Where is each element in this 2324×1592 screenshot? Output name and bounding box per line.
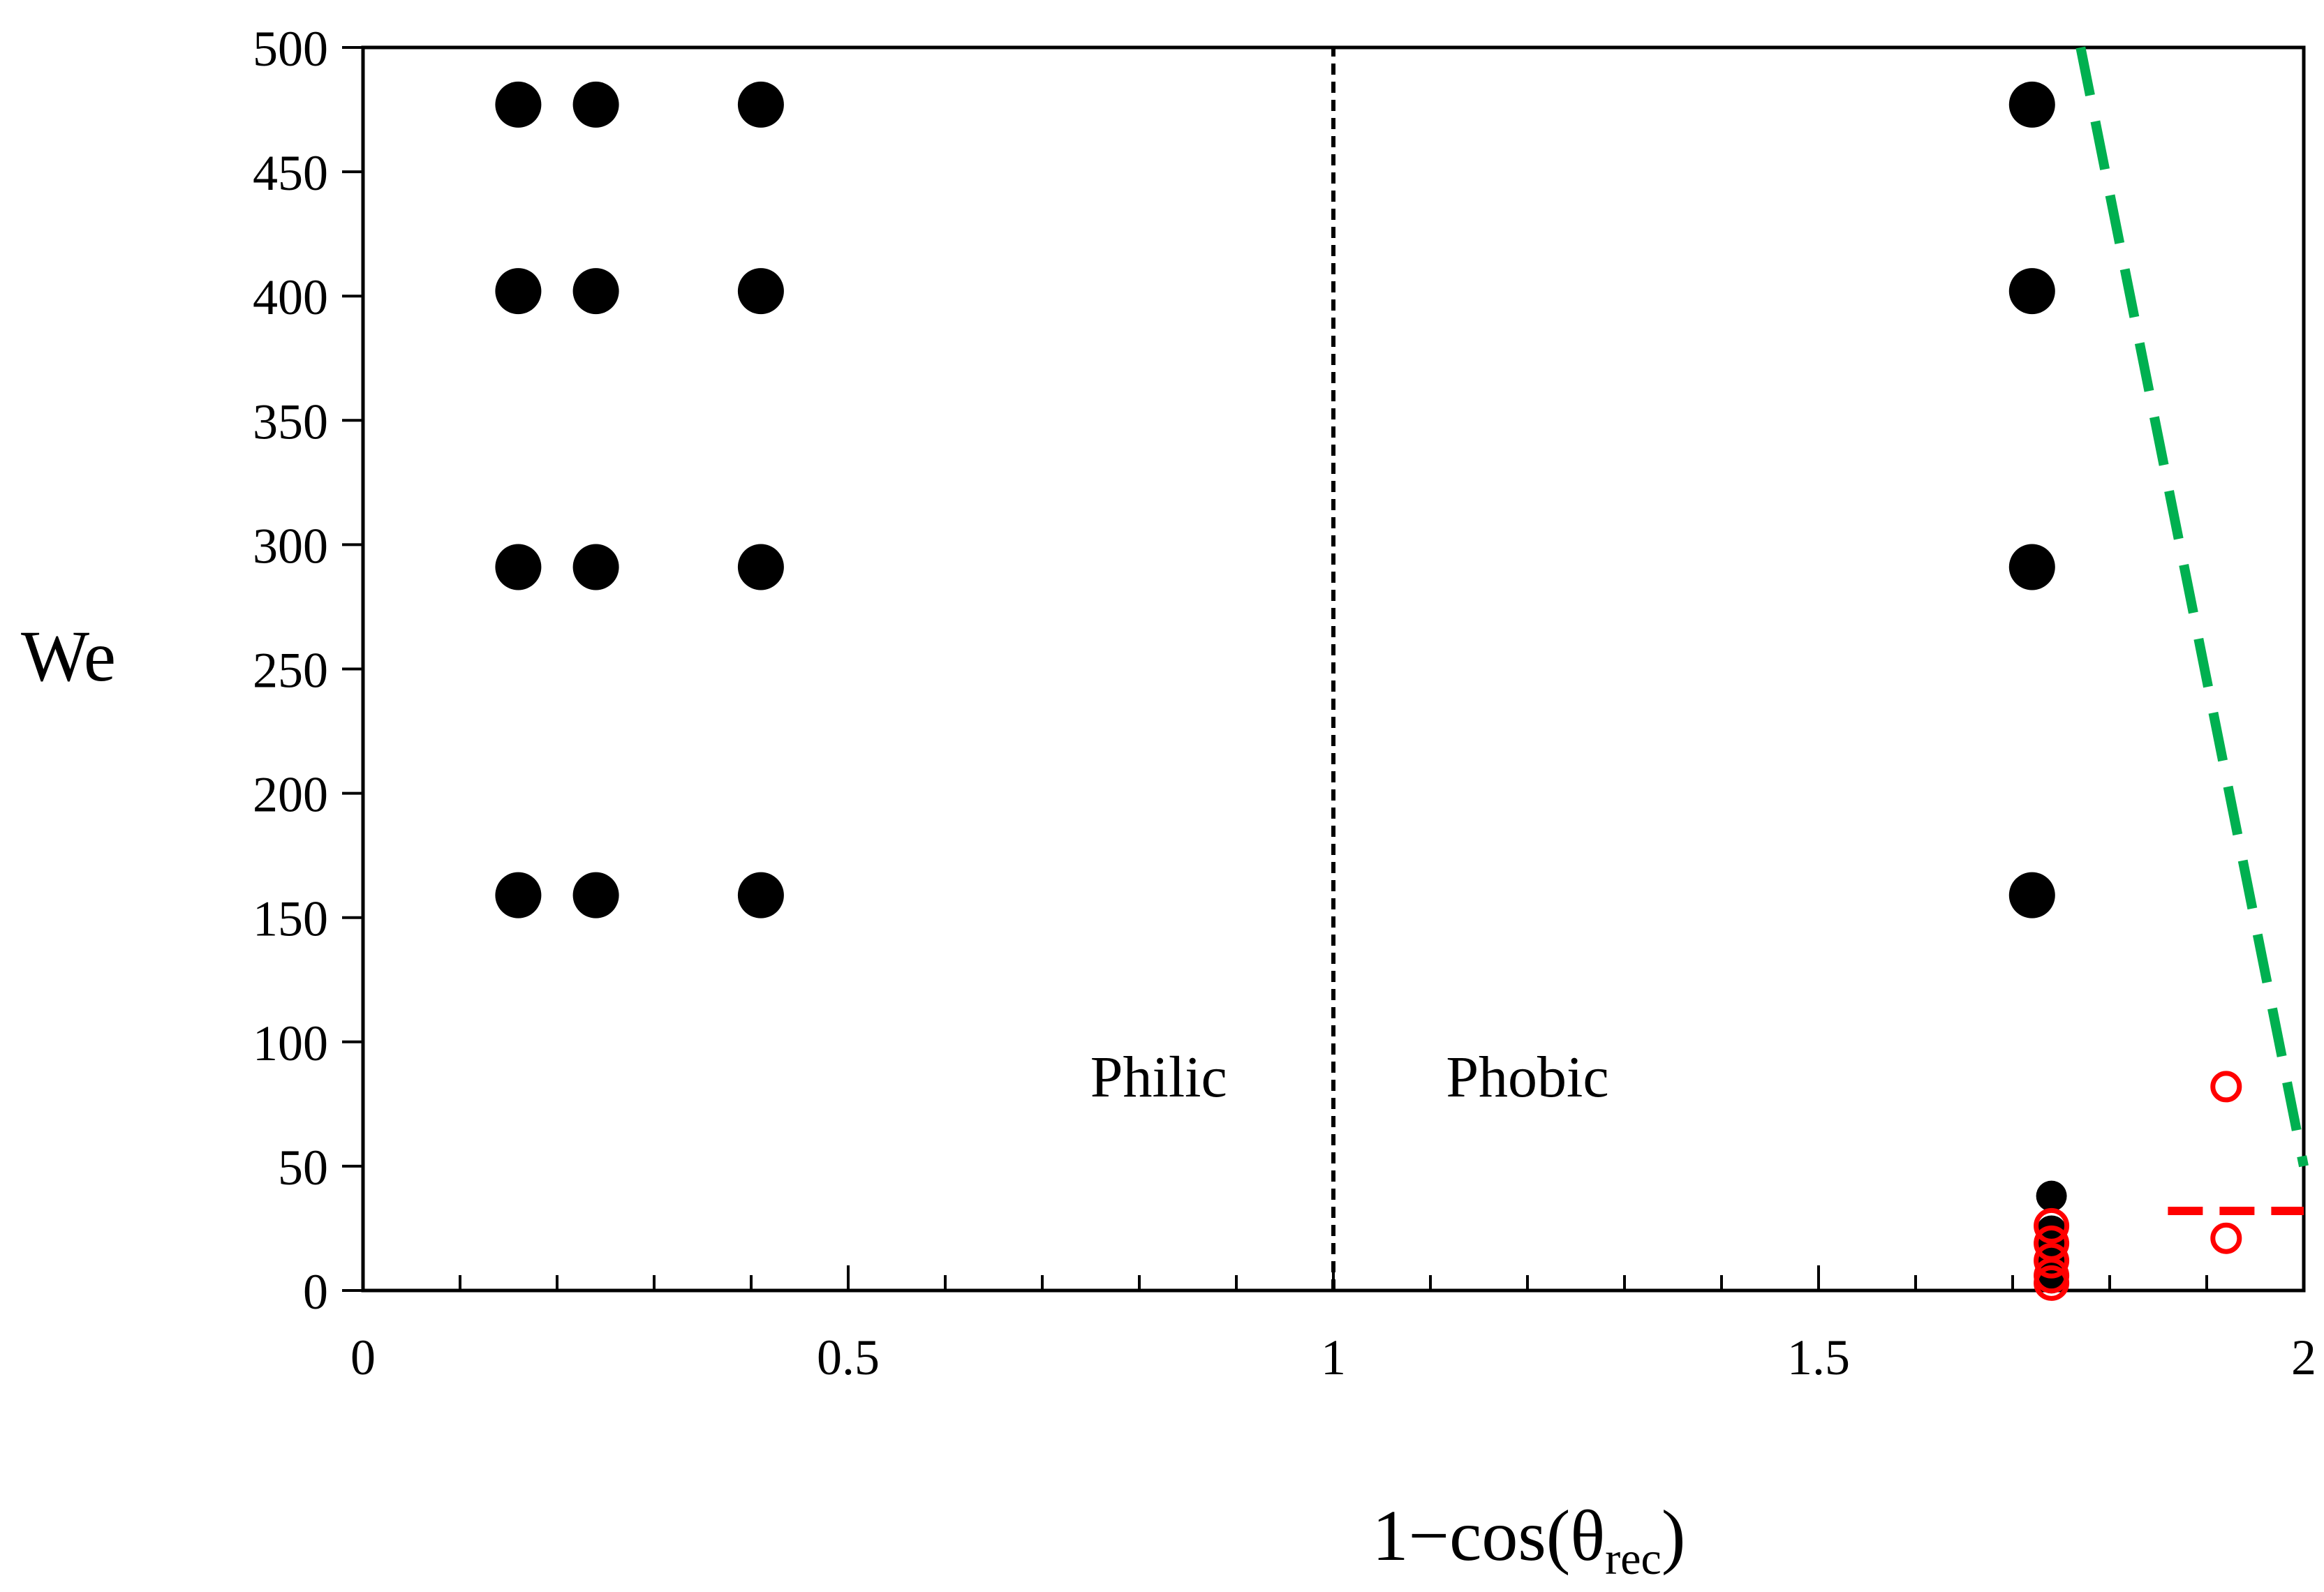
filled-data-point bbox=[2036, 1180, 2067, 1212]
x-tick-label: 2 bbox=[2291, 1330, 2316, 1385]
y-tick-label: 250 bbox=[253, 643, 328, 699]
open-data-point bbox=[2034, 1265, 2070, 1301]
y-axis-title: We bbox=[21, 616, 116, 697]
filled-data-point bbox=[2008, 872, 2055, 918]
open-data-point bbox=[2210, 1222, 2242, 1254]
filled-data-point bbox=[2008, 81, 2055, 128]
open-data-point bbox=[2034, 1242, 2070, 1279]
x-axis-title-close: ) bbox=[1661, 1496, 1686, 1576]
filled-data-point bbox=[572, 81, 619, 128]
green-boundary-line bbox=[2075, 46, 2309, 1168]
filled-data-point bbox=[572, 268, 619, 315]
x-tick-label: 1 bbox=[1321, 1330, 1346, 1385]
x-axis-title-main: 1−cos(θ bbox=[1372, 1496, 1606, 1576]
y-tick-label: 200 bbox=[253, 767, 328, 823]
y-tick-label: 0 bbox=[303, 1264, 328, 1320]
x-tick-label: 0 bbox=[350, 1330, 376, 1385]
y-tick-label: 100 bbox=[253, 1016, 328, 1071]
x-tick-label: 1.5 bbox=[1787, 1330, 1850, 1385]
filled-data-point bbox=[495, 268, 542, 315]
x-axis-title: 1−cos(θrec) bbox=[1372, 1496, 1686, 1584]
filled-data-point bbox=[2008, 268, 2055, 315]
annotation-philic: Philic bbox=[1090, 1045, 1227, 1110]
y-tick-label: 300 bbox=[253, 518, 328, 574]
y-tick-label: 150 bbox=[253, 891, 328, 947]
filled-data-point bbox=[495, 872, 542, 918]
y-tick-label: 350 bbox=[253, 394, 328, 449]
filled-data-point bbox=[2008, 544, 2055, 590]
y-tick-label: 450 bbox=[253, 145, 328, 201]
filled-data-point bbox=[737, 872, 784, 918]
axis-ticks bbox=[342, 46, 2305, 1292]
filled-data-point bbox=[572, 544, 619, 590]
filled-data-point bbox=[737, 81, 784, 128]
y-tick-label: 50 bbox=[278, 1140, 328, 1196]
data-points bbox=[495, 81, 2242, 1301]
y-tick-label: 400 bbox=[253, 269, 328, 325]
filled-data-point bbox=[737, 544, 784, 590]
filled-data-point bbox=[572, 872, 619, 918]
filled-data-point bbox=[495, 81, 542, 128]
guide-lines bbox=[1331, 46, 2309, 1290]
annotation-phobic: Phobic bbox=[1446, 1045, 1608, 1110]
open-data-point bbox=[2034, 1207, 2070, 1244]
open-data-point bbox=[2210, 1071, 2242, 1103]
filled-data-point bbox=[737, 268, 784, 315]
filled-data-point bbox=[495, 544, 542, 590]
x-tick-label: 0.5 bbox=[817, 1330, 880, 1385]
x-axis-title-subscript: rec bbox=[1605, 1533, 1661, 1584]
y-tick-label: 500 bbox=[253, 21, 328, 77]
tick-labels: 0 0.5 1 1.5 2 0 50 100 150 200 250 300 350 400 450 500 bbox=[253, 21, 2316, 1385]
